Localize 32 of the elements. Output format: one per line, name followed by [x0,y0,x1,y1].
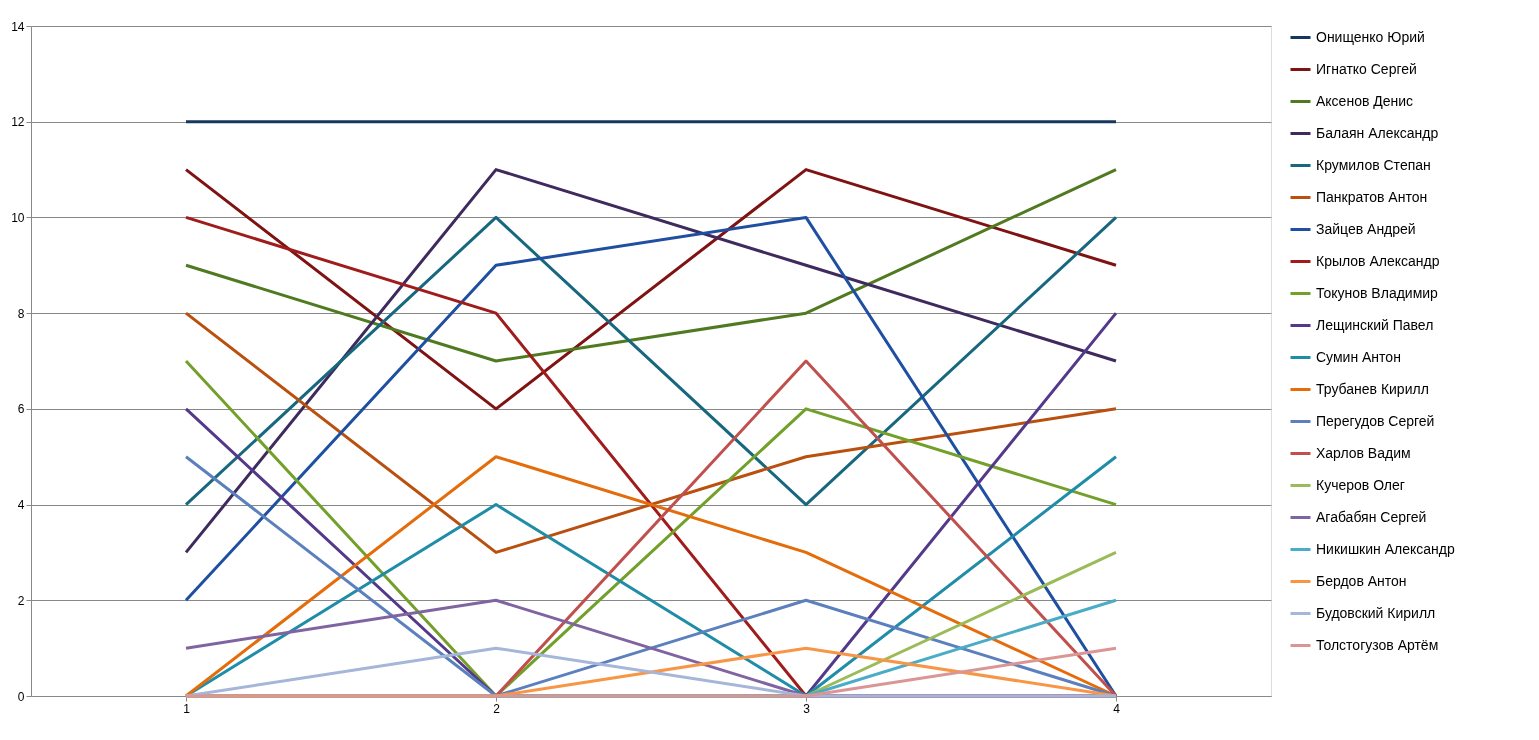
legend-label: Лещинский Павел [1316,316,1434,333]
legend-label: Сумин Антон [1316,348,1401,365]
legend-label: Аксенов Денис [1316,92,1414,109]
legend-label: Харлов Вадим [1316,444,1411,461]
y-tick-label: 6 [17,402,25,417]
legend-label: Перегудов Сергей [1316,412,1435,429]
x-tick-label: 2 [493,701,501,716]
x-tick-label: 3 [803,701,811,716]
legend-label: Кучеров Олег [1316,476,1405,493]
legend-label: Бердов Антон [1316,572,1407,589]
y-tick-label: 0 [17,689,25,704]
x-tick-label: 4 [1113,701,1121,716]
legend-label: Агабабян Сергей [1316,508,1427,525]
y-tick-label: 2 [17,593,25,608]
legend-label: Зайцев Андрей [1316,220,1416,237]
legend-label: Онищенко Юрий [1316,28,1425,45]
legend-label: Панкратов Антон [1316,188,1428,205]
legend-label: Крылов Александр [1316,252,1440,269]
legend-label: Балаян Александр [1316,124,1439,141]
legend-label: Трубанев Кирилл [1316,380,1429,397]
legend-label: Никишкин Александр [1316,540,1455,557]
legend-label: Будовский Кирилл [1316,604,1436,621]
legend-label: Крумилов Степан [1316,156,1431,173]
y-tick-label: 12 [11,115,25,130]
y-tick-label: 10 [11,210,25,225]
y-tick-label: 4 [17,498,25,513]
y-tick-label: 14 [11,19,25,34]
y-tick-label: 8 [17,306,25,321]
legend-label: Игнатко Сергей [1316,60,1417,77]
x-tick-label: 1 [183,701,191,716]
legend-label: Толстогузов Артём [1316,636,1439,653]
legend-label: Токунов Владимир [1316,284,1439,301]
